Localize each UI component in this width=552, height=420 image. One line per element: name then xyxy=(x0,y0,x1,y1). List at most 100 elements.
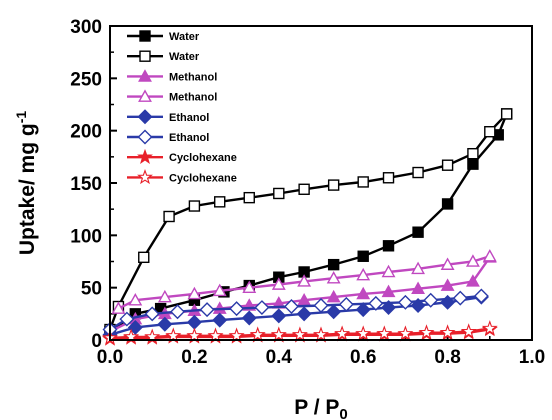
data-point xyxy=(119,311,135,327)
data-point xyxy=(188,200,201,212)
x-tick-label: 0.6 xyxy=(350,347,376,368)
data-point xyxy=(418,324,435,340)
data-point xyxy=(326,271,341,284)
legend-marker xyxy=(137,109,153,125)
data-point xyxy=(440,278,455,291)
data-point xyxy=(291,326,308,342)
y-tick-label: 200 xyxy=(70,122,102,143)
series-cyclohexane-desorption xyxy=(102,320,498,345)
data-point xyxy=(338,296,354,312)
x-tick-label: 0.0 xyxy=(97,347,123,368)
y-tick-label: 150 xyxy=(70,174,102,195)
data-point xyxy=(229,301,245,317)
x-tick-label: 1.0 xyxy=(519,347,545,368)
data-point xyxy=(411,261,425,275)
data-point xyxy=(297,293,312,306)
legend-marker xyxy=(137,129,153,145)
data-point xyxy=(465,274,480,287)
series-ethanol-adsorption xyxy=(102,289,489,343)
data-point xyxy=(212,312,228,328)
data-point xyxy=(481,320,498,336)
data-point xyxy=(500,108,513,120)
data-point xyxy=(381,264,396,278)
data-point xyxy=(473,288,489,304)
y-tick-label: 50 xyxy=(81,279,102,300)
y-tick-labels: 0 50 100 150 200 250 300 xyxy=(70,17,102,352)
x-tick-labels: 0.0 0.2 0.4 0.6 0.8 1.0 xyxy=(97,347,545,368)
series-layer xyxy=(102,108,513,346)
data-point xyxy=(163,210,175,223)
legend-label: Cyclohexane xyxy=(169,172,237,184)
legend-label: Water xyxy=(169,31,200,43)
data-point xyxy=(297,274,312,287)
legend-entry: Methanol xyxy=(127,69,217,83)
x-tick-label: 0.8 xyxy=(434,347,460,368)
x-axis-title-subscript: 0 xyxy=(339,406,347,420)
legend-marker xyxy=(137,169,153,185)
data-point xyxy=(368,295,384,311)
data-point xyxy=(187,286,202,300)
data-point xyxy=(313,326,329,342)
data-point xyxy=(242,280,257,293)
legend-label: Cyclohexane xyxy=(169,152,237,164)
data-point xyxy=(271,277,286,290)
data-point xyxy=(376,325,393,341)
data-point xyxy=(334,325,351,341)
data-point xyxy=(186,314,202,330)
legend-entry: Ethanol xyxy=(127,109,209,125)
data-point xyxy=(270,326,287,342)
y-tick-label: 300 xyxy=(70,17,102,38)
data-point xyxy=(397,325,414,341)
data-point xyxy=(326,304,342,320)
data-point xyxy=(241,310,257,326)
data-point xyxy=(356,286,371,300)
legend-entry: Water xyxy=(127,30,200,43)
data-point xyxy=(440,257,455,270)
data-point xyxy=(228,327,245,343)
x-tick-label: 0.4 xyxy=(266,347,293,368)
legend-entry: Ethanol xyxy=(127,129,209,145)
data-point xyxy=(271,308,287,324)
series-ethanol-desorption xyxy=(102,288,489,338)
data-point xyxy=(207,327,224,343)
data-point xyxy=(411,281,425,295)
legend-label: Methanol xyxy=(169,92,217,104)
data-point xyxy=(467,147,479,160)
data-point xyxy=(212,283,227,297)
data-point xyxy=(165,327,182,343)
data-point xyxy=(357,176,369,188)
data-point xyxy=(144,306,160,322)
data-point xyxy=(243,191,255,204)
x-axis-title: P / P0 xyxy=(294,396,347,420)
data-point xyxy=(298,183,310,195)
y-axis-title-main: Uptake/ mg g xyxy=(16,123,39,255)
data-point xyxy=(441,159,454,171)
data-point xyxy=(423,292,439,308)
y-axis-title-superscript: -1 xyxy=(13,111,29,124)
data-point xyxy=(127,319,143,335)
legend-label: Water xyxy=(169,51,200,63)
data-point xyxy=(439,324,456,340)
data-point xyxy=(484,126,496,138)
legend-label: Ethanol xyxy=(169,112,209,124)
legend-entry: Methanol xyxy=(127,89,217,104)
legend-marker xyxy=(138,89,152,102)
data-point xyxy=(355,325,372,341)
data-point xyxy=(467,158,479,170)
legend-entry: Water xyxy=(127,50,200,63)
data-point xyxy=(249,326,266,342)
legend-marker xyxy=(138,69,152,82)
series-methanol-desorption xyxy=(111,249,497,314)
data-point xyxy=(355,302,371,318)
data-point xyxy=(381,284,396,298)
legend-entry: Cyclohexane xyxy=(127,148,237,164)
data-point xyxy=(254,300,270,316)
data-point xyxy=(138,251,150,264)
legend-label: Ethanol xyxy=(169,132,209,144)
data-point xyxy=(296,306,312,322)
data-point xyxy=(283,299,299,314)
data-point xyxy=(128,293,143,306)
data-point xyxy=(357,250,369,262)
data-point xyxy=(441,198,454,210)
